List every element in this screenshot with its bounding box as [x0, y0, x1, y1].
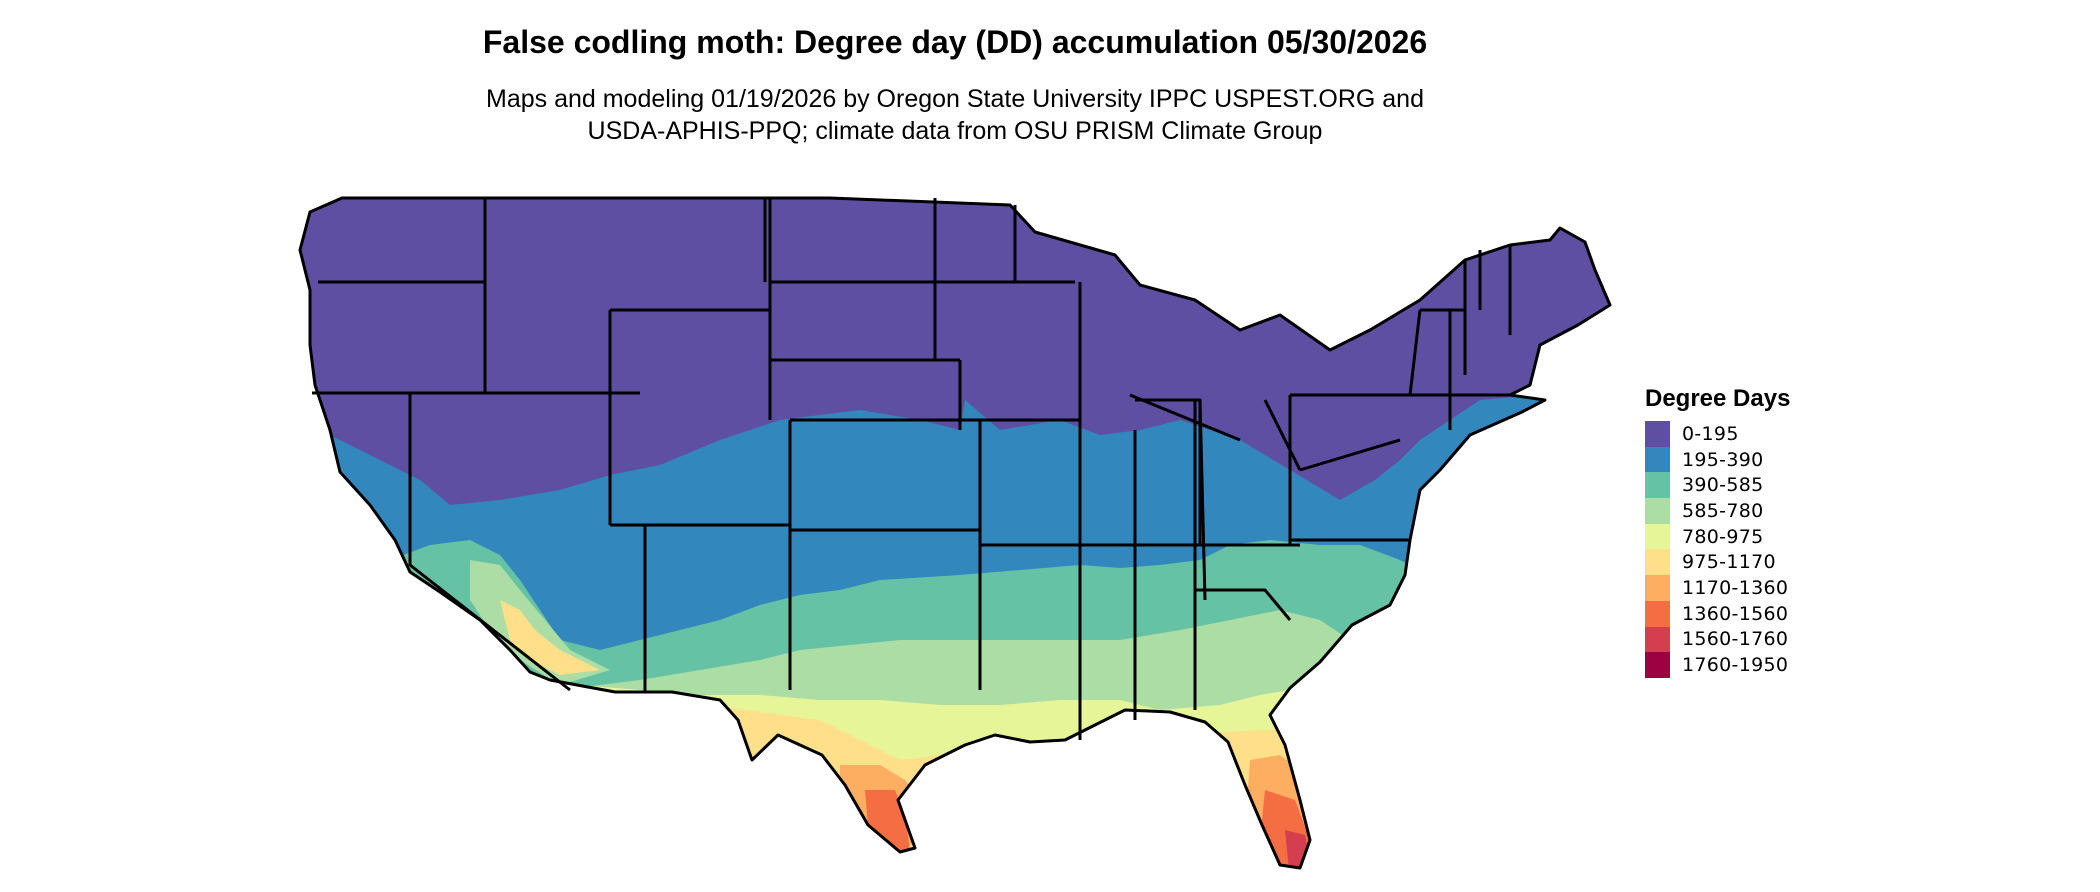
band-1360-1560	[865, 790, 1310, 868]
legend-swatch	[1645, 549, 1670, 576]
legend-label: 195-390	[1682, 448, 1764, 471]
legend-label: 1560-1760	[1682, 628, 1789, 651]
legend-swatch	[1645, 446, 1670, 473]
legend-label: 585-780	[1682, 499, 1764, 522]
legend-label: 1760-1950	[1682, 654, 1789, 677]
subtitle-line-2: USDA-APHIS-PPQ; climate data from OSU PR…	[587, 117, 1323, 145]
legend-item: 1760-1950	[1645, 652, 1790, 678]
subtitle-line-1: Maps and modeling 01/19/2026 by Oregon S…	[486, 85, 1424, 113]
legend-label: 1170-1360	[1682, 576, 1789, 599]
degree-day-bands	[300, 198, 1610, 868]
legend-item: 195-390	[1645, 446, 1790, 473]
legend-swatch	[1645, 498, 1670, 524]
map-subtitle: Maps and modeling 01/19/2026 by Oregon S…	[0, 83, 1910, 147]
legend-label: 390-585	[1682, 474, 1764, 497]
legend-swatch	[1645, 472, 1670, 499]
legend-item: 0-195	[1645, 421, 1790, 447]
legend-item: 1560-1760	[1645, 626, 1790, 653]
legend-item: 390-585	[1645, 472, 1790, 499]
legend-swatch	[1645, 626, 1670, 653]
band-sw-975-1170	[500, 600, 600, 675]
legend-label: 0-195	[1682, 422, 1739, 445]
legend-swatch	[1645, 600, 1670, 627]
legend-items: 0-195 195-390 390-585 585-780 780-975 975-117…	[1645, 421, 1790, 678]
legend-item: 975-1170	[1645, 549, 1790, 576]
band-sw-585-780	[470, 560, 610, 685]
legend-title: Degree Days	[1645, 385, 1791, 412]
state-boundaries	[298, 196, 1612, 870]
legend-label: 975-1170	[1682, 551, 1776, 574]
legend-item: 780-975	[1645, 523, 1790, 550]
legend-item: 1170-1360	[1645, 575, 1790, 601]
legend-label: 780-975	[1682, 525, 1764, 548]
map-title: False codling moth: Degree day (DD) accu…	[482, 24, 1428, 60]
legend-item: 585-780	[1645, 498, 1790, 524]
legend-label: 1360-1560	[1682, 602, 1789, 625]
legend: Degree Days 0-195 195-390 390-585 585-780 78…	[1645, 385, 1790, 678]
legend-swatch	[1645, 523, 1670, 550]
legend-swatch	[1645, 575, 1670, 601]
legend-item: 1360-1560	[1645, 600, 1790, 627]
legend-swatch	[1645, 652, 1670, 678]
band-1170-1360	[840, 755, 1320, 868]
legend-swatch	[1645, 421, 1670, 447]
